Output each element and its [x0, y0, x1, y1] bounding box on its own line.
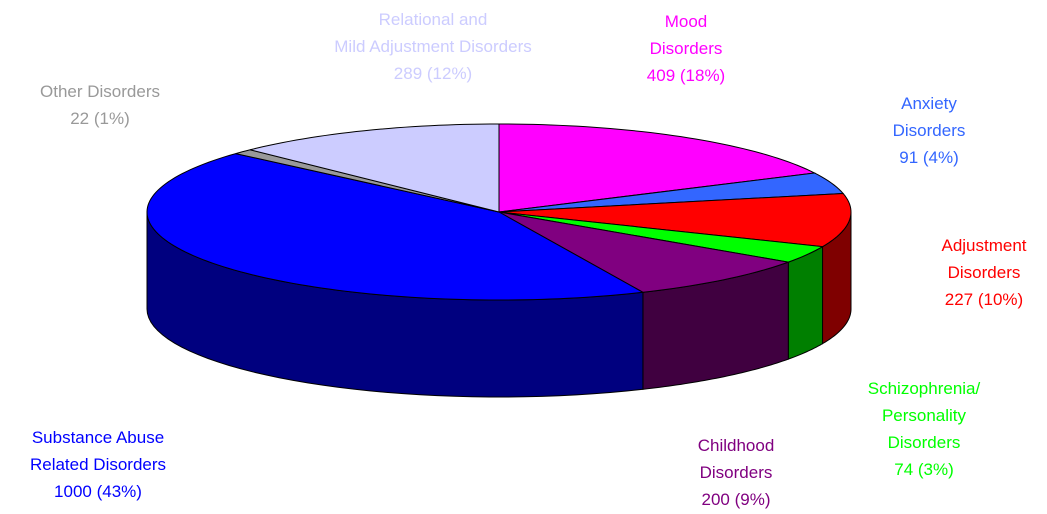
slice-label: Other Disorders 22 (1%): [40, 78, 160, 132]
slice: [498, 192, 852, 248]
slice: [498, 172, 845, 213]
slice-label: Mood Disorders 409 (18%): [647, 8, 725, 89]
slice: [498, 211, 825, 263]
value-label: 74 (3%): [894, 460, 954, 479]
slice: [498, 123, 817, 213]
category-name: Relational and Mild Adjustment Disorders: [334, 10, 532, 56]
slice: [498, 211, 791, 293]
value-label: 409 (18%): [646, 66, 726, 85]
value-label: 91 (4%): [899, 148, 959, 167]
slice-label: Relational and Mild Adjustment Disorders…: [334, 6, 531, 87]
category-name: Other Disorders: [40, 82, 160, 101]
value-label: 227 (10%): [944, 290, 1024, 309]
category-name: Mood Disorders: [649, 12, 723, 58]
value-label: 1000 (43%): [54, 482, 142, 501]
value-label: 200 (9%): [701, 490, 771, 509]
slice: [146, 153, 645, 301]
category-name: Adjustment Disorders: [941, 236, 1027, 282]
slice-label: Anxiety Disorders 91 (4%): [893, 90, 966, 171]
slice-label: Substance Abuse Related Disorders 1000 (4…: [30, 424, 166, 505]
category-name: Anxiety Disorders: [892, 94, 966, 140]
slice-label: Childhood Disorders 200 (9%): [698, 432, 775, 513]
slice-side: [787, 245, 824, 360]
category-name: Childhood Disorders: [697, 436, 775, 482]
category-name: Substance Abuse Related Disorders: [29, 428, 167, 474]
value-label: 22 (1%): [70, 109, 130, 128]
slice-label: Adjustment Disorders 227 (10%): [941, 232, 1026, 313]
slice-label: Schizophrenia/ Personality Disorders 74 (…: [868, 375, 980, 483]
category-name: Schizophrenia/ Personality Disorders: [867, 379, 981, 452]
slice: [249, 123, 500, 213]
value-label: 289 (12%): [393, 64, 473, 83]
